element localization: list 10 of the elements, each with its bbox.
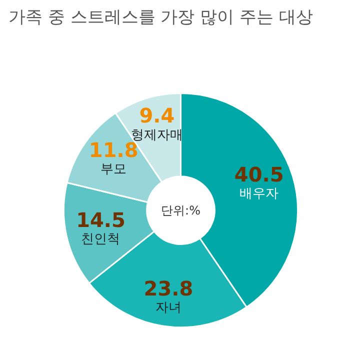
data-label: 9.4 [139, 104, 175, 128]
slice-label: 자녀 [155, 300, 182, 316]
data-label: 23.8 [144, 276, 194, 301]
chart-title: 가족 중 스트레스를 가장 많이 주는 대상 [8, 8, 313, 28]
data-label: 40.5 [234, 162, 284, 187]
slice-label: 배우자 [240, 186, 279, 202]
data-label: 14.5 [76, 208, 126, 232]
slice-label: 친인척 [81, 232, 120, 247]
text: 단위:% [161, 203, 200, 218]
slice-label: 부모 [100, 162, 127, 177]
